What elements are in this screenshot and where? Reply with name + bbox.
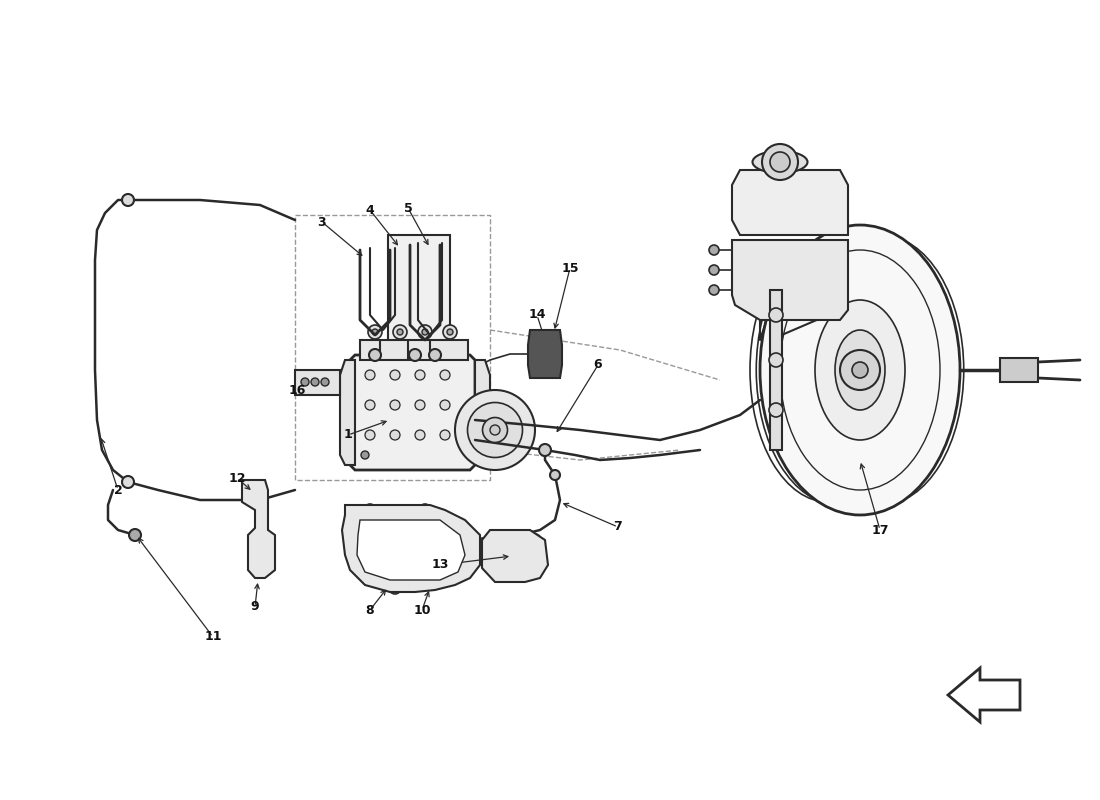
Text: 15: 15 bbox=[561, 262, 579, 274]
Circle shape bbox=[769, 403, 783, 417]
Circle shape bbox=[301, 378, 309, 386]
Circle shape bbox=[253, 553, 263, 563]
Polygon shape bbox=[360, 340, 467, 360]
Polygon shape bbox=[242, 480, 275, 578]
Polygon shape bbox=[340, 360, 355, 465]
Text: 11: 11 bbox=[205, 630, 222, 643]
Text: 2: 2 bbox=[113, 483, 122, 497]
Circle shape bbox=[852, 362, 868, 378]
Text: 4: 4 bbox=[365, 203, 374, 217]
Text: 3: 3 bbox=[318, 215, 327, 229]
Ellipse shape bbox=[815, 300, 905, 440]
Circle shape bbox=[443, 325, 456, 339]
Circle shape bbox=[710, 285, 719, 295]
Bar bbox=[1000, 358, 1038, 382]
Text: 1: 1 bbox=[343, 429, 352, 442]
Polygon shape bbox=[948, 668, 1020, 722]
Circle shape bbox=[415, 430, 425, 440]
Circle shape bbox=[311, 378, 319, 386]
Polygon shape bbox=[350, 355, 475, 470]
Circle shape bbox=[129, 529, 141, 541]
Circle shape bbox=[390, 430, 400, 440]
Circle shape bbox=[415, 370, 425, 380]
Circle shape bbox=[420, 527, 436, 543]
Text: 16: 16 bbox=[288, 383, 306, 397]
Circle shape bbox=[390, 400, 400, 410]
Text: 13: 13 bbox=[431, 558, 449, 571]
Circle shape bbox=[550, 470, 560, 480]
Circle shape bbox=[504, 548, 520, 564]
Ellipse shape bbox=[835, 330, 886, 410]
Circle shape bbox=[365, 370, 375, 380]
Text: 12: 12 bbox=[229, 471, 245, 485]
Polygon shape bbox=[770, 290, 782, 450]
Polygon shape bbox=[295, 370, 340, 395]
Text: 14: 14 bbox=[528, 309, 546, 322]
Circle shape bbox=[364, 504, 376, 516]
Circle shape bbox=[429, 349, 441, 361]
Circle shape bbox=[415, 400, 425, 410]
Circle shape bbox=[769, 308, 783, 322]
Circle shape bbox=[361, 451, 368, 459]
Text: 8: 8 bbox=[365, 603, 374, 617]
Text: 9: 9 bbox=[251, 601, 260, 614]
Circle shape bbox=[409, 349, 421, 361]
Circle shape bbox=[390, 370, 400, 380]
Polygon shape bbox=[475, 360, 490, 465]
Circle shape bbox=[770, 152, 790, 172]
Circle shape bbox=[393, 325, 407, 339]
Circle shape bbox=[321, 378, 329, 386]
Circle shape bbox=[710, 245, 719, 255]
Text: 7: 7 bbox=[614, 521, 623, 534]
Circle shape bbox=[372, 329, 378, 335]
Circle shape bbox=[372, 527, 388, 543]
Circle shape bbox=[365, 430, 375, 440]
Polygon shape bbox=[732, 240, 848, 320]
Text: 17: 17 bbox=[871, 523, 889, 537]
Circle shape bbox=[368, 325, 382, 339]
Text: 10: 10 bbox=[414, 603, 431, 617]
Circle shape bbox=[440, 370, 450, 380]
Ellipse shape bbox=[483, 418, 507, 442]
Circle shape bbox=[418, 325, 432, 339]
Ellipse shape bbox=[760, 225, 960, 515]
Circle shape bbox=[440, 430, 450, 440]
Circle shape bbox=[529, 534, 541, 546]
Ellipse shape bbox=[455, 390, 535, 470]
Polygon shape bbox=[732, 170, 848, 235]
Text: 6: 6 bbox=[594, 358, 603, 371]
Circle shape bbox=[840, 350, 880, 390]
Circle shape bbox=[710, 265, 719, 275]
Polygon shape bbox=[388, 235, 450, 350]
Circle shape bbox=[368, 349, 381, 361]
Circle shape bbox=[365, 400, 375, 410]
Circle shape bbox=[246, 483, 260, 497]
Ellipse shape bbox=[490, 425, 500, 435]
Ellipse shape bbox=[752, 151, 807, 173]
Circle shape bbox=[539, 444, 551, 456]
Circle shape bbox=[762, 144, 798, 180]
Circle shape bbox=[389, 582, 402, 594]
Circle shape bbox=[419, 504, 431, 516]
Text: 5: 5 bbox=[404, 202, 412, 214]
Ellipse shape bbox=[468, 402, 522, 458]
Circle shape bbox=[122, 194, 134, 206]
Circle shape bbox=[769, 353, 783, 367]
Circle shape bbox=[422, 329, 428, 335]
Polygon shape bbox=[528, 330, 562, 378]
Circle shape bbox=[397, 329, 403, 335]
Polygon shape bbox=[342, 505, 480, 592]
Circle shape bbox=[440, 400, 450, 410]
Polygon shape bbox=[358, 520, 465, 580]
Polygon shape bbox=[482, 530, 548, 582]
Circle shape bbox=[447, 329, 453, 335]
Ellipse shape bbox=[770, 230, 950, 510]
Circle shape bbox=[122, 476, 134, 488]
